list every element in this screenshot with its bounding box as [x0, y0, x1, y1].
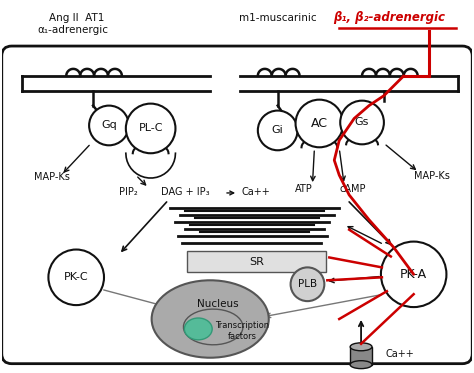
- Text: β₁, β₂-adrenergic: β₁, β₂-adrenergic: [333, 11, 445, 24]
- Text: AC: AC: [311, 117, 328, 130]
- Text: Gs: Gs: [355, 117, 369, 128]
- Text: m1-muscarinic: m1-muscarinic: [239, 13, 317, 23]
- Ellipse shape: [350, 361, 372, 369]
- Text: MAP-Ks: MAP-Ks: [414, 171, 449, 181]
- Text: PLB: PLB: [298, 279, 317, 289]
- Text: PK-A: PK-A: [400, 268, 427, 281]
- Circle shape: [381, 242, 447, 307]
- Ellipse shape: [184, 318, 212, 340]
- Circle shape: [340, 101, 384, 144]
- Text: Transcription
factors: Transcription factors: [215, 321, 269, 341]
- Circle shape: [48, 250, 104, 305]
- Text: Gi: Gi: [272, 125, 283, 135]
- Circle shape: [291, 267, 324, 301]
- Text: cAMP: cAMP: [339, 184, 366, 194]
- Text: MAP-Ks: MAP-Ks: [34, 172, 69, 182]
- Text: PL-C: PL-C: [138, 123, 163, 134]
- Text: Ang II  AT1: Ang II AT1: [48, 13, 104, 23]
- Bar: [350, 347, 372, 365]
- Ellipse shape: [350, 343, 372, 351]
- Circle shape: [296, 100, 343, 147]
- Circle shape: [258, 110, 298, 150]
- Text: Nucleus: Nucleus: [197, 299, 239, 309]
- Text: ATP: ATP: [294, 184, 312, 194]
- Ellipse shape: [152, 280, 269, 358]
- Circle shape: [89, 106, 129, 145]
- Circle shape: [126, 104, 175, 153]
- Text: PK-C: PK-C: [64, 272, 89, 282]
- FancyBboxPatch shape: [2, 46, 472, 364]
- Text: Ca++: Ca++: [242, 187, 271, 197]
- Text: Gq: Gq: [101, 120, 117, 131]
- Text: SR: SR: [249, 257, 264, 267]
- FancyBboxPatch shape: [187, 251, 326, 272]
- Text: PIP₂: PIP₂: [119, 187, 137, 197]
- Text: Ca++: Ca++: [386, 349, 415, 359]
- Text: DAG + IP₃: DAG + IP₃: [161, 187, 209, 197]
- Text: α₁-adrenergic: α₁-adrenergic: [38, 25, 109, 35]
